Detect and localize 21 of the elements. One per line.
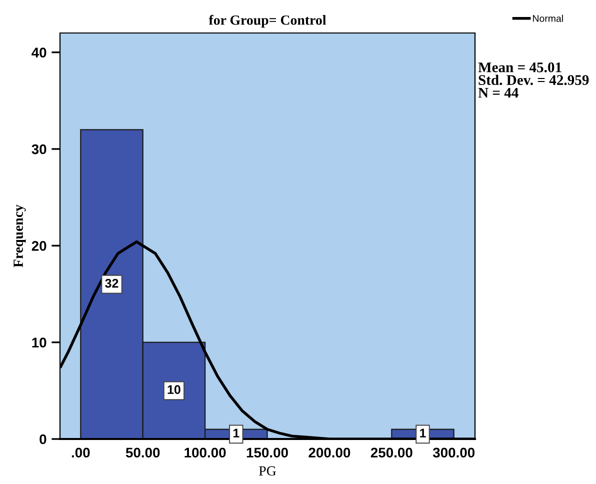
- x-tick-label: 50.00: [126, 448, 160, 458]
- y-tick-label: 10: [32, 338, 46, 348]
- x-tick-label: 250.00: [370, 448, 412, 458]
- chart-title: for Group= Control: [208, 14, 326, 28]
- text: Mean = 45.01 Std. Dev. = 42.959 N = 44: [478, 62, 589, 98]
- data-label: 32: [105, 278, 118, 288]
- x-tick-label: 150.00: [246, 448, 288, 458]
- data-label: 1: [233, 428, 240, 438]
- x-tick-label: .00: [72, 448, 90, 458]
- x-tick-label: 200.00: [308, 448, 350, 458]
- y-tick-label: 30: [32, 144, 46, 154]
- x-axis-title: PG: [259, 466, 276, 476]
- x-tick-label: 100.00: [184, 448, 226, 458]
- data-label: 10: [168, 385, 180, 394]
- data-label: 1: [420, 428, 426, 438]
- x-tick-label: 300.00: [432, 448, 475, 458]
- y-axis-title: Frequency: [14, 204, 26, 268]
- y-tick-label: 0: [40, 434, 46, 444]
- y-tick-label: 40: [32, 48, 46, 58]
- legend-label: Normal: [533, 14, 563, 22]
- y-tick-label: 20: [32, 241, 46, 251]
